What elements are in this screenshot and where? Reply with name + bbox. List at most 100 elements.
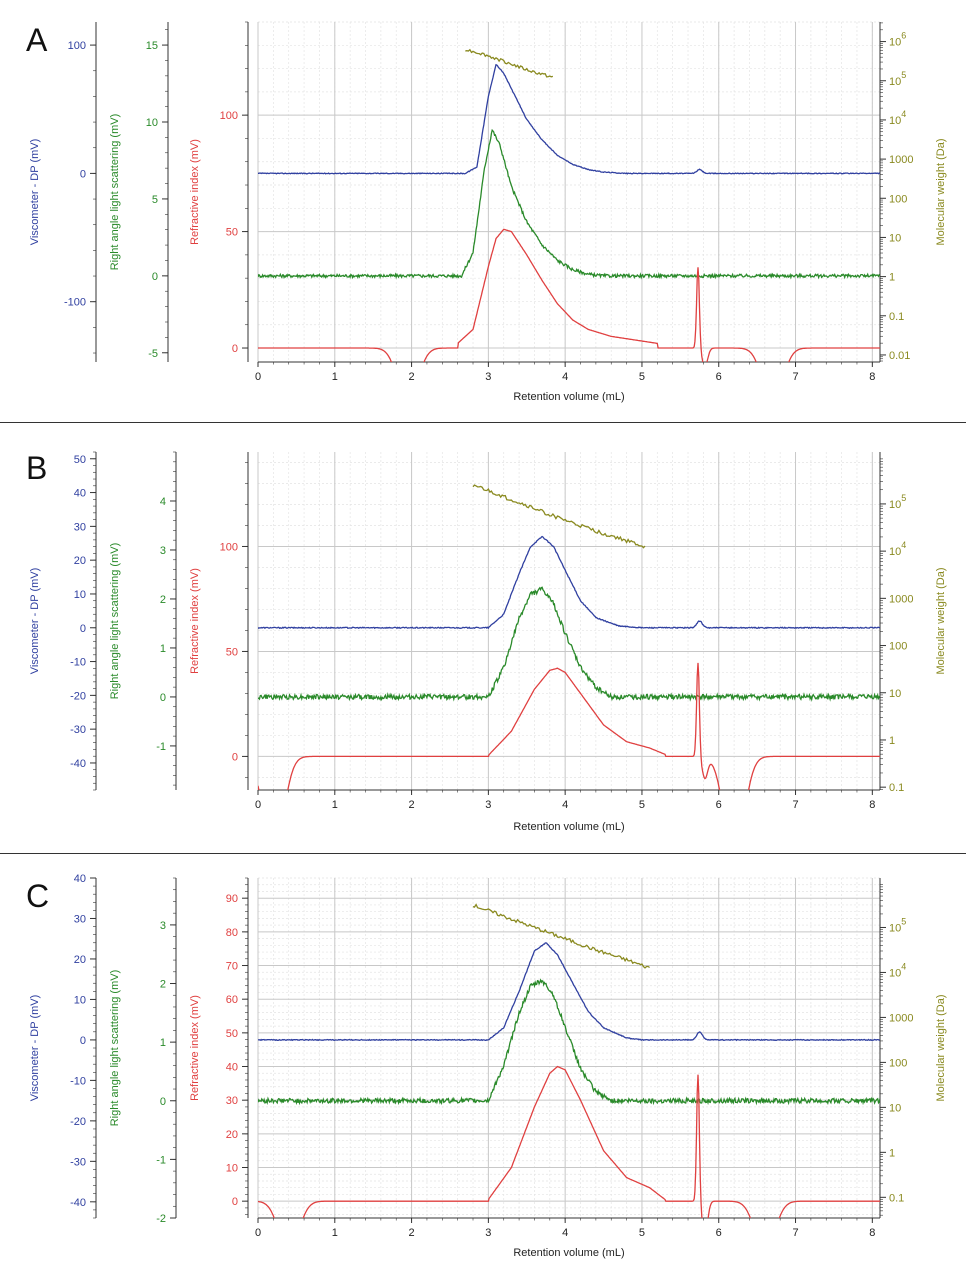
light-scattering-axis-label: Right angle light scattering (mV): [109, 114, 121, 271]
light-scattering-tick-label: 5: [152, 194, 158, 206]
viscometer-tick-label: 20: [74, 555, 86, 567]
viscometer-tick-label: -10: [70, 657, 86, 669]
viscometer-tick-label: 0: [80, 623, 86, 635]
x-tick-label: 2: [409, 799, 415, 811]
x-tick-label: 7: [792, 1227, 798, 1239]
mw-tick-label: 0.1: [889, 311, 904, 323]
x-tick-label: 4: [562, 799, 568, 811]
viscometer-tick-label: 10: [74, 994, 86, 1006]
refractive-index-tick-label: 0: [232, 343, 238, 355]
viscometer-series-line: [258, 942, 880, 1042]
x-axis-label: Retention volume (mL): [513, 1247, 624, 1259]
mw-series-line: [465, 48, 554, 78]
light-scattering-tick-label: -1: [156, 1154, 166, 1166]
light-scattering-tick-label: 3: [160, 545, 166, 557]
panel-label-b: B: [26, 450, 48, 486]
mw-tick-label: 10: [889, 232, 901, 244]
mw-tick-label: 0.01: [889, 350, 910, 362]
mw-tick-label: 105: [889, 70, 906, 88]
x-tick-label: 4: [562, 371, 568, 383]
light-scattering-tick-label: 0: [152, 271, 158, 283]
x-tick-label: 6: [716, 371, 722, 383]
mw-tick-label: 104: [889, 540, 906, 558]
mw-tick-label: 10: [889, 1102, 901, 1114]
x-tick-label: 5: [639, 799, 645, 811]
viscometer-tick-label: -20: [70, 1116, 86, 1128]
mw-tick-label: 105: [889, 916, 906, 934]
mw-axis-label: Molecular weight (Da): [935, 995, 947, 1102]
x-tick-label: 0: [255, 1227, 261, 1239]
viscometer-tick-label: 30: [74, 913, 86, 925]
refractive-index-tick-label: 70: [226, 961, 238, 973]
light-scattering-tick-label: 0: [160, 1096, 166, 1108]
x-tick-label: 3: [485, 799, 491, 811]
refractive-index-series-line: [258, 1065, 880, 1218]
mw-tick-label: 106: [889, 31, 906, 49]
x-tick-label: 5: [639, 1227, 645, 1239]
viscometer-tick-label: -10: [70, 1075, 86, 1087]
refractive-index-series-line: [258, 662, 880, 790]
mw-tick-label: 1000: [889, 1012, 913, 1024]
x-tick-label: 0: [255, 371, 261, 383]
light-scattering-tick-label: 15: [146, 40, 158, 52]
light-scattering-tick-label: 2: [160, 594, 166, 606]
panel-label-c: C: [26, 878, 50, 914]
viscometer-tick-label: 40: [74, 873, 86, 885]
mw-tick-exponent: 5: [901, 70, 906, 80]
refractive-index-axis-label: Refractive index (mV): [189, 568, 201, 674]
refractive-index-tick-label: 50: [226, 646, 238, 658]
mw-tick-label: 100: [889, 1057, 907, 1069]
viscometer-axis-label: Viscometer - DP (mV): [29, 995, 41, 1102]
viscometer-tick-label: 40: [74, 488, 86, 500]
mw-axis-label: Molecular weight (Da): [935, 568, 947, 675]
viscometer-tick-label: -30: [70, 724, 86, 736]
light-scattering-series-line: [258, 586, 880, 702]
mw-tick-exponent: 5: [901, 493, 906, 503]
viscometer-tick-label: 30: [74, 521, 86, 533]
light-scattering-axis-label: Right angle light scattering (mV): [109, 970, 121, 1127]
mw-tick-label: 1: [889, 272, 895, 284]
mw-tick-label: 105: [889, 493, 906, 511]
x-tick-label: 2: [409, 371, 415, 383]
light-scattering-tick-label: 10: [146, 117, 158, 129]
mw-tick-label: 104: [889, 109, 906, 127]
refractive-index-tick-label: 60: [226, 994, 238, 1006]
mw-axis-label: Molecular weight (Da): [935, 139, 947, 246]
refractive-index-axis-label: Refractive index (mV): [189, 995, 201, 1101]
x-tick-label: 4: [562, 1227, 568, 1239]
x-tick-label: 1: [332, 799, 338, 811]
panel-b: B 0 1 2 3 4 5 6 7 8 Retention volume (mL) -40 -30 -2…: [0, 430, 966, 850]
grid: [257, 452, 880, 790]
viscometer-tick-label: 50: [74, 454, 86, 466]
mw-tick-label: 100: [889, 193, 907, 205]
viscometer-axis-label: Viscometer - DP (mV): [29, 139, 41, 246]
mw-tick-label: 1000: [889, 154, 913, 166]
x-tick-label: 2: [409, 1227, 415, 1239]
mw-tick-label: 100: [889, 641, 907, 653]
refractive-index-tick-label: 50: [226, 227, 238, 239]
mw-tick-label: 0.1: [889, 782, 904, 794]
light-scattering-tick-label: 3: [160, 920, 166, 932]
refractive-index-series-line: [258, 228, 880, 362]
light-scattering-series-line: [258, 978, 880, 1106]
mw-tick-label: 104: [889, 961, 906, 979]
refractive-index-tick-label: 100: [220, 541, 238, 553]
panel-label-a: A: [26, 22, 48, 58]
light-scattering-tick-label: 1: [160, 1037, 166, 1049]
light-scattering-series-line: [258, 128, 880, 280]
viscometer-tick-label: 20: [74, 954, 86, 966]
mw-series-line: [472, 484, 646, 549]
mw-tick-label: 1: [889, 735, 895, 747]
light-scattering-tick-label: -2: [156, 1213, 166, 1225]
x-tick-label: 3: [485, 1227, 491, 1239]
separator-ab: [0, 422, 966, 423]
viscometer-tick-label: -20: [70, 690, 86, 702]
refractive-index-tick-label: 80: [226, 927, 238, 939]
mw-tick-exponent: 4: [901, 540, 906, 550]
viscometer-tick-label: 0: [80, 1035, 86, 1047]
x-tick-label: 1: [332, 371, 338, 383]
viscometer-tick-label: 100: [68, 40, 86, 52]
x-tick-label: 1: [332, 1227, 338, 1239]
light-scattering-tick-label: -5: [148, 348, 158, 360]
